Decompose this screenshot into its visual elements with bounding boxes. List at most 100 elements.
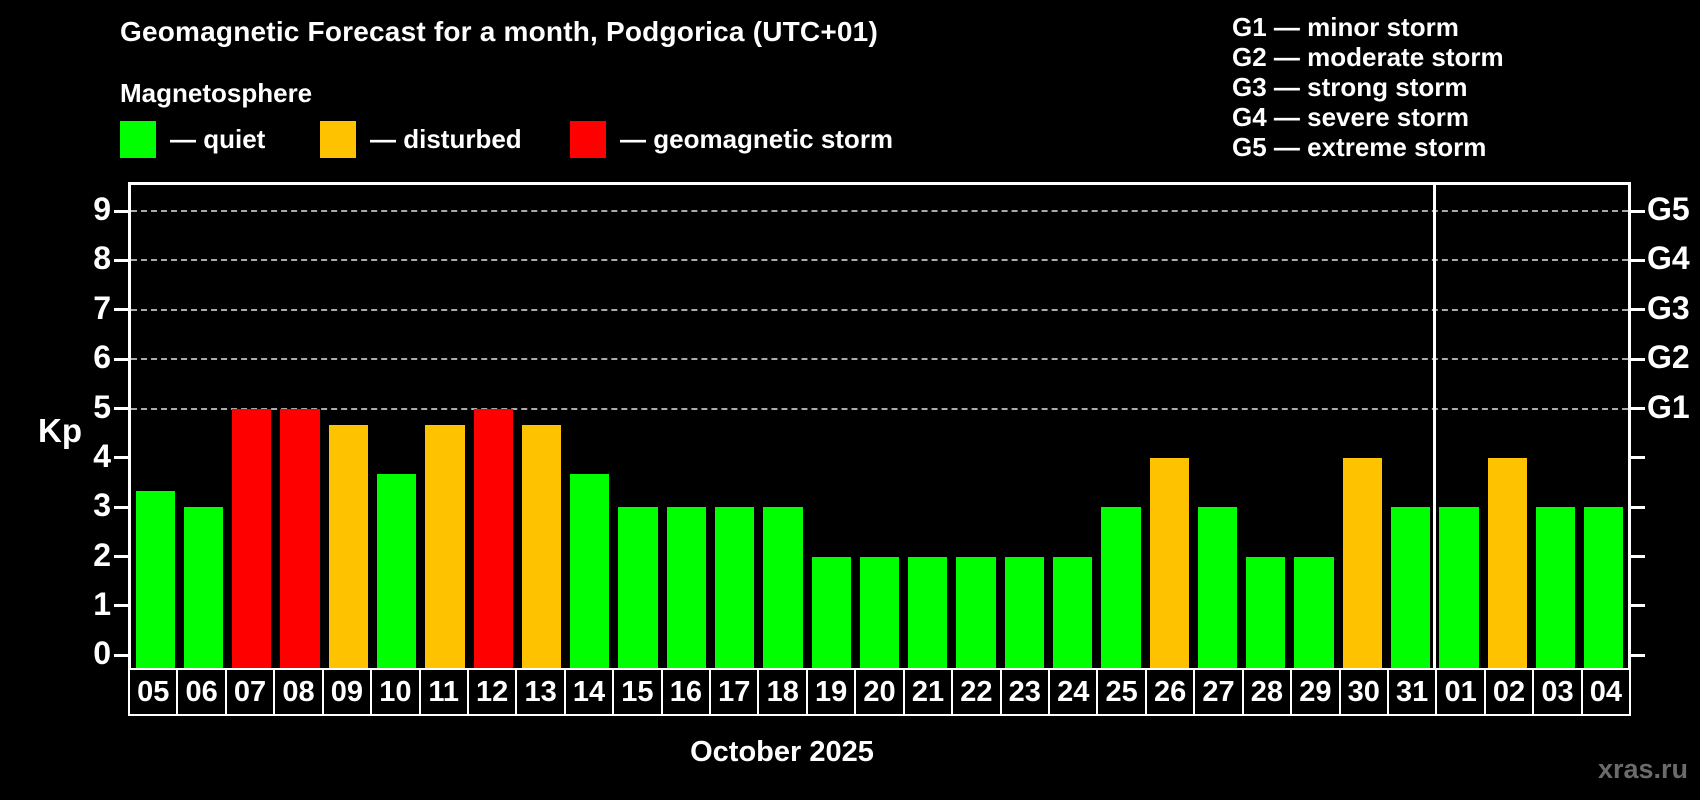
gridline — [131, 308, 1628, 311]
day-label: 05 — [128, 668, 179, 716]
bar — [280, 408, 320, 671]
legend-item-disturbed: — disturbed — [320, 120, 522, 158]
day-label: 11 — [418, 668, 469, 716]
bar — [1439, 507, 1479, 671]
bar — [232, 408, 272, 671]
bar — [1149, 457, 1189, 671]
bar — [811, 556, 851, 671]
bar — [135, 490, 175, 671]
y-tick-label: 9 — [93, 191, 111, 228]
legend-label: — disturbed — [370, 123, 522, 154]
bar — [714, 507, 755, 671]
bar — [956, 556, 996, 671]
y-tick-label: 5 — [93, 388, 111, 425]
day-label: 08 — [273, 668, 324, 716]
y-tick-label: 1 — [93, 585, 111, 622]
storm-scale-legend: G1 — minor storm G2 — moderate storm G3 … — [1232, 12, 1504, 162]
day-label: 31 — [1386, 668, 1438, 716]
y-tick-label: 0 — [93, 635, 111, 672]
day-label: 09 — [321, 668, 373, 716]
day-label: 12 — [466, 668, 518, 716]
day-label: 17 — [709, 668, 760, 716]
month-separator-line — [1433, 185, 1437, 671]
bar — [425, 424, 465, 671]
bar — [183, 507, 224, 671]
chart-subtitle: Magnetosphere — [120, 78, 313, 108]
bar — [666, 507, 706, 671]
y-axis-tick-right — [1631, 407, 1645, 410]
y-axis-tick-left — [114, 407, 128, 410]
bar — [1535, 507, 1576, 671]
day-label: 16 — [660, 668, 712, 716]
y-tick-label: 2 — [93, 536, 111, 573]
bar — [521, 424, 562, 671]
bar — [1101, 507, 1141, 671]
day-label: 06 — [176, 668, 227, 716]
y-axis-tick-left — [114, 258, 128, 262]
quiet-color-swatch — [120, 120, 156, 158]
legend-label: — geomagnetic storm — [620, 123, 894, 154]
gridline — [131, 259, 1628, 262]
day-label: 27 — [1193, 668, 1244, 716]
g-scale-label: G2 — [1647, 339, 1690, 376]
bar — [859, 556, 900, 671]
storm-scale-g4: G4 — severe storm — [1232, 102, 1470, 132]
x-axis-title: October 2025 — [690, 736, 874, 768]
gridline — [131, 407, 1628, 410]
day-label: 13 — [515, 668, 566, 716]
day-label: 21 — [902, 668, 954, 716]
y-axis-tick-left — [114, 209, 128, 213]
bar — [570, 474, 610, 671]
bar — [328, 424, 368, 671]
day-label: 03 — [1532, 668, 1583, 716]
y-axis-tick-left — [114, 653, 128, 657]
bar — [1391, 507, 1431, 671]
day-label: 19 — [805, 668, 857, 716]
y-axis-tick-left — [114, 308, 128, 312]
y-axis-tick-right — [1631, 209, 1645, 213]
y-axis-tick-left — [114, 357, 128, 361]
day-label: 29 — [1290, 668, 1341, 716]
bar — [763, 507, 803, 671]
day-label: 28 — [1241, 668, 1293, 716]
bar — [376, 474, 417, 671]
day-label: 18 — [757, 668, 808, 716]
day-label: 04 — [1580, 668, 1632, 716]
y-tick-label: 8 — [93, 240, 111, 277]
gridline — [131, 210, 1628, 213]
y-axis-tick-left — [114, 604, 128, 608]
bar — [1294, 556, 1334, 671]
day-label: 07 — [224, 668, 276, 716]
day-label: 25 — [1096, 668, 1147, 716]
y-tick-label: 6 — [93, 339, 111, 376]
day-label: 26 — [1144, 668, 1196, 716]
bar — [1004, 556, 1044, 671]
y-axis-tick-right — [1631, 604, 1645, 608]
storm-color-swatch — [570, 120, 606, 158]
day-label: 14 — [563, 668, 615, 716]
bar — [1487, 457, 1527, 671]
bar — [908, 556, 948, 671]
bar — [1053, 556, 1093, 671]
g-scale-label: G4 — [1647, 240, 1690, 277]
y-axis-tick-right — [1631, 555, 1645, 559]
storm-scale-g2: G2 — moderate storm — [1232, 42, 1504, 72]
y-axis-tick-right — [1631, 258, 1645, 262]
legend-item-quiet: — quiet — [120, 120, 265, 158]
day-label: 20 — [854, 668, 905, 716]
gridline — [131, 358, 1628, 361]
y-tick-label: 7 — [93, 289, 111, 326]
day-label: 15 — [612, 668, 663, 716]
bar — [473, 408, 513, 671]
page-title: Geomagnetic Forecast for a month, Podgor… — [120, 16, 878, 47]
bar — [1246, 556, 1286, 671]
day-label: 10 — [370, 668, 421, 716]
g-scale-label: G3 — [1647, 289, 1690, 326]
y-axis-tick-left — [114, 456, 128, 460]
y-axis-title: Kp — [38, 412, 82, 449]
y-axis-tick-left — [114, 505, 128, 509]
legend-item-storm: — geomagnetic storm — [570, 120, 893, 158]
bar — [1342, 457, 1383, 671]
x-axis-day-labels: 05 06 07 08 09 10 11 12 13 14 15 16 17 18 19 20 21 22 23 24… — [128, 668, 1632, 716]
